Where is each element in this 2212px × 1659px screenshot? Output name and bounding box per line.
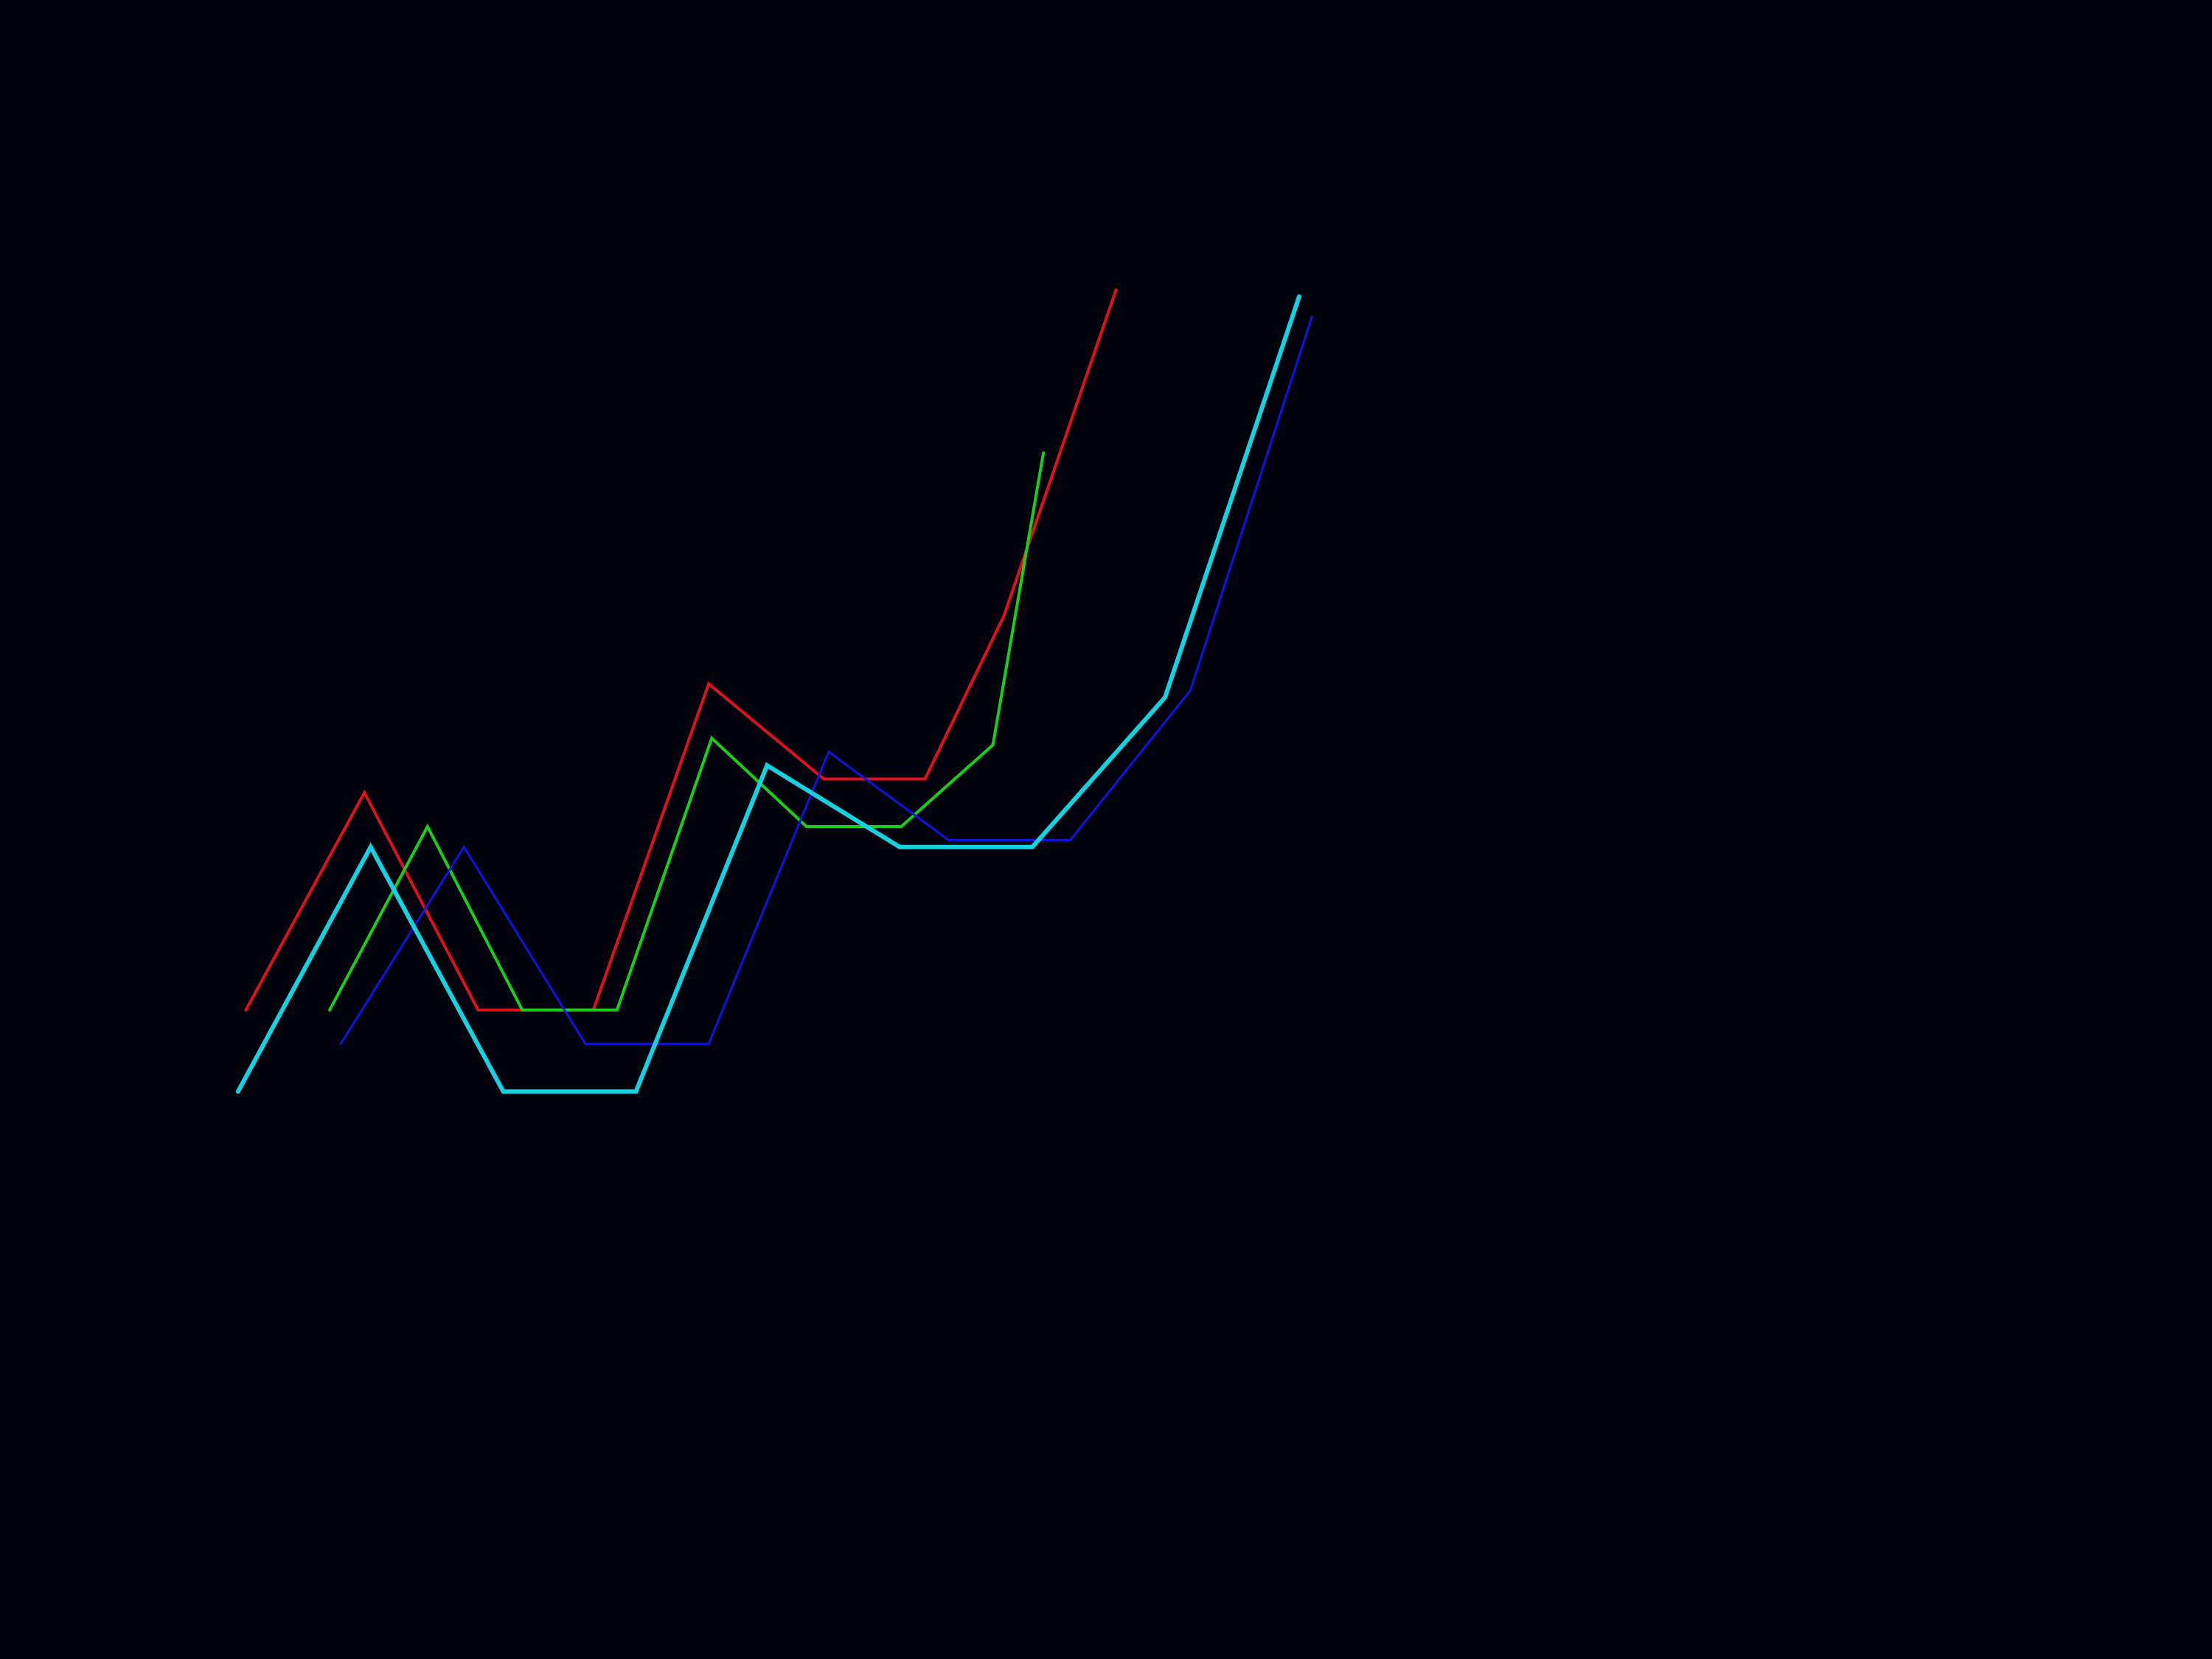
series-line-3: [339, 316, 1313, 1046]
series-line-4: [235, 294, 1301, 1094]
series-line-2: [328, 451, 1046, 1012]
series-line-1: [244, 288, 1118, 1012]
series-group: [235, 288, 1313, 1094]
